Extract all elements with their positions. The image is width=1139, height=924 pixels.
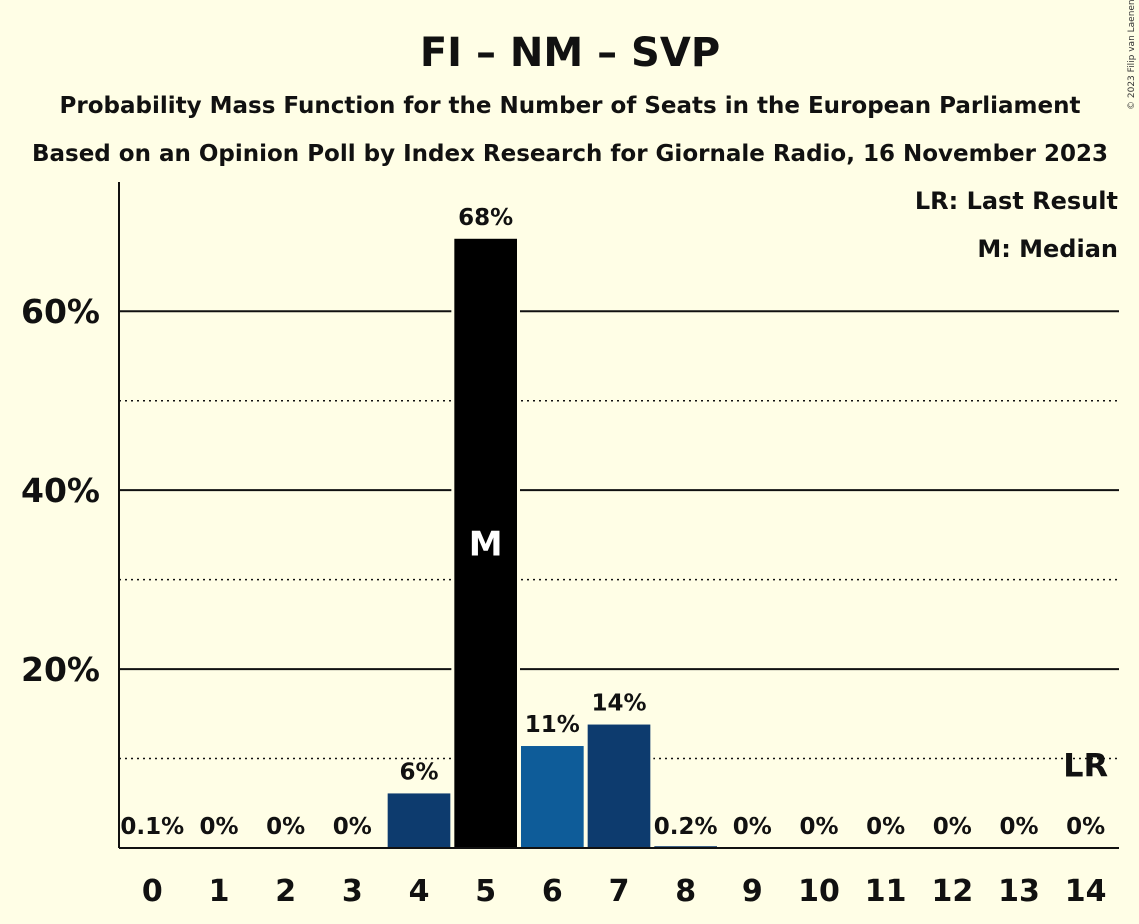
y-tick-label: 60% (21, 292, 100, 331)
x-tick-label: 3 (342, 874, 363, 909)
median-marker: M (469, 524, 503, 564)
value-label: 14% (591, 691, 646, 717)
value-label: 0% (799, 814, 838, 840)
value-label: 6% (399, 759, 438, 785)
chart-subtitle-2: Based on an Opinion Poll by Index Resear… (32, 141, 1108, 167)
y-tick-label: 20% (21, 650, 100, 689)
value-label: 0% (1066, 814, 1105, 840)
x-tick-label: 11 (865, 874, 907, 909)
chart-subtitle-1: Probability Mass Function for the Number… (60, 93, 1081, 119)
value-label: 68% (458, 205, 513, 231)
chart-title: FI – NM – SVP (420, 30, 720, 76)
legend-last-result: LR: Last Result (915, 187, 1118, 215)
value-label: 11% (525, 712, 580, 738)
x-axis-ticks: 0 1 2 3 4 5 6 7 8 9 10 11 12 13 14 (142, 874, 1107, 909)
value-label: 0% (933, 814, 972, 840)
y-axis-ticks: 20% 40% 60% (21, 292, 100, 689)
bar-5 (454, 238, 517, 849)
value-label: 0% (866, 814, 905, 840)
value-label: 0% (733, 814, 772, 840)
value-label: 0% (999, 814, 1038, 840)
value-labels: 0.1% 0% 0% 0% 6% 68% 11% 14% 0.2% 0% 0% 0% 0% 0% 0% M LR (120, 205, 1108, 840)
x-tick-label: 14 (1065, 874, 1107, 909)
bars (121, 235, 717, 849)
x-tick-label: 2 (275, 874, 296, 909)
value-label: 0% (199, 814, 238, 840)
last-result-marker: LR (1063, 747, 1108, 785)
x-tick-label: 12 (931, 874, 973, 909)
y-tick-label: 40% (21, 471, 100, 510)
x-tick-label: 5 (475, 874, 496, 909)
x-tick-label: 8 (675, 874, 696, 909)
copyright-text: © 2023 Filip van Laenen (1127, 0, 1137, 110)
value-label: 0.1% (120, 814, 184, 840)
x-tick-label: 7 (609, 874, 630, 909)
x-tick-label: 6 (542, 874, 563, 909)
value-label: 0.2% (654, 814, 718, 840)
legend-median: M: Median (977, 235, 1118, 263)
bar-7 (587, 724, 651, 848)
bar-6 (521, 746, 584, 848)
x-tick-label: 0 (142, 874, 163, 909)
x-tick-label: 10 (798, 874, 840, 909)
x-tick-label: 1 (209, 874, 230, 909)
value-label: 0% (266, 814, 305, 840)
x-tick-label: 13 (998, 874, 1040, 909)
x-tick-label: 9 (742, 874, 763, 909)
value-label: 0% (333, 814, 372, 840)
x-tick-label: 4 (409, 874, 430, 909)
bar-4 (387, 793, 451, 848)
